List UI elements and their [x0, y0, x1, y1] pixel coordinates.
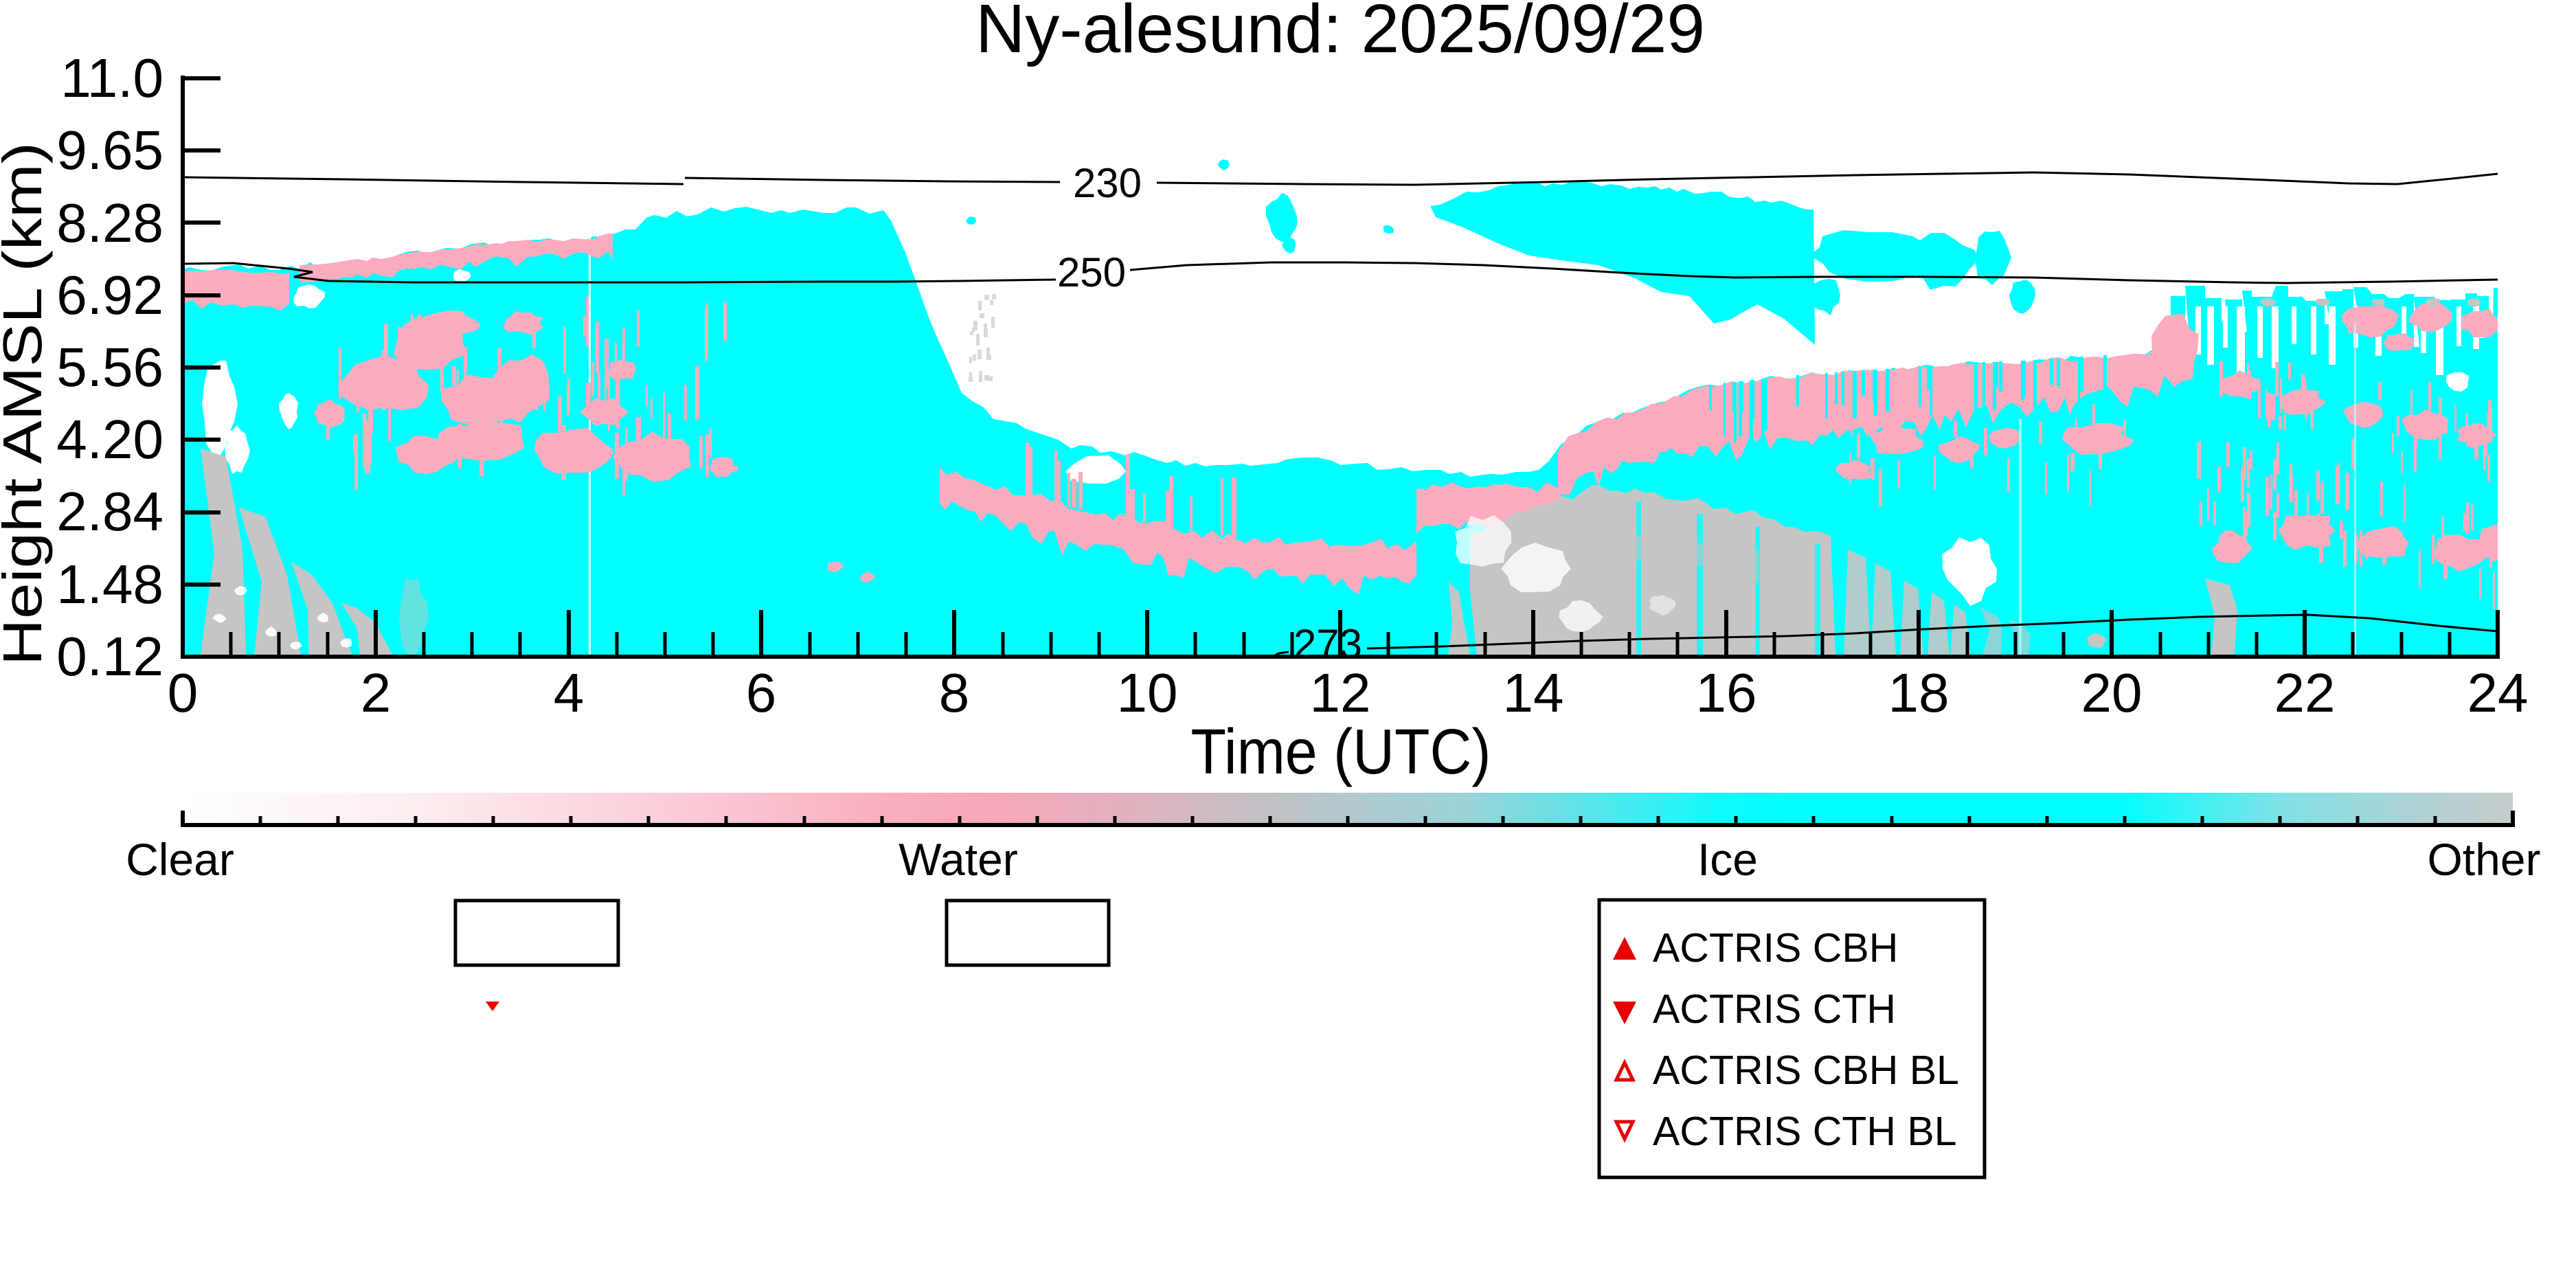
svg-text:2: 2 [361, 662, 392, 723]
svg-text:273: 273 [1293, 621, 1362, 667]
svg-text:20: 20 [2081, 662, 2143, 723]
svg-text:Ny-alesund: 2025/09/29: Ny-alesund: 2025/09/29 [975, 0, 1705, 67]
svg-text:ACTRIS CBH BL: ACTRIS CBH BL [1653, 1048, 1959, 1093]
svg-text:Time (UTC): Time (UTC) [1191, 716, 1491, 787]
svg-text:24: 24 [2467, 662, 2529, 723]
svg-text:12: 12 [1310, 662, 1371, 723]
svg-text:4: 4 [554, 662, 585, 723]
svg-text:ACTRIS CTH: ACTRIS CTH [1653, 986, 1896, 1032]
svg-text:11.0: 11.0 [60, 47, 163, 109]
svg-text:Water: Water [899, 834, 1018, 885]
svg-text:4.20: 4.20 [56, 409, 163, 470]
svg-text:250: 250 [1057, 249, 1126, 295]
svg-text:Height AMSL (km): Height AMSL (km) [0, 142, 53, 666]
svg-text:16: 16 [1696, 662, 1757, 723]
svg-text:0: 0 [168, 662, 199, 723]
svg-text:1.48: 1.48 [56, 554, 163, 615]
svg-text:0.12: 0.12 [56, 626, 163, 687]
svg-text:22: 22 [2274, 662, 2336, 723]
svg-text:Ice: Ice [1697, 834, 1758, 885]
svg-text:ACTRIS CBH: ACTRIS CBH [1653, 925, 1898, 971]
svg-text:8: 8 [939, 662, 970, 723]
svg-text:18: 18 [1888, 662, 1950, 723]
svg-text:Clear: Clear [126, 834, 234, 885]
svg-text:9.65: 9.65 [56, 120, 163, 181]
svg-text:230: 230 [1073, 160, 1142, 206]
svg-text:2.84: 2.84 [56, 481, 163, 542]
svg-text:10: 10 [1117, 662, 1178, 723]
svg-text:8.28: 8.28 [56, 192, 163, 253]
svg-text:ACTRIS CTH BL: ACTRIS CTH BL [1653, 1109, 1957, 1154]
svg-text:Other: Other [2427, 834, 2540, 885]
svg-text:5.56: 5.56 [56, 337, 163, 398]
svg-text:6: 6 [746, 662, 777, 723]
svg-text:6.92: 6.92 [56, 264, 163, 326]
svg-text:14: 14 [1503, 662, 1564, 723]
